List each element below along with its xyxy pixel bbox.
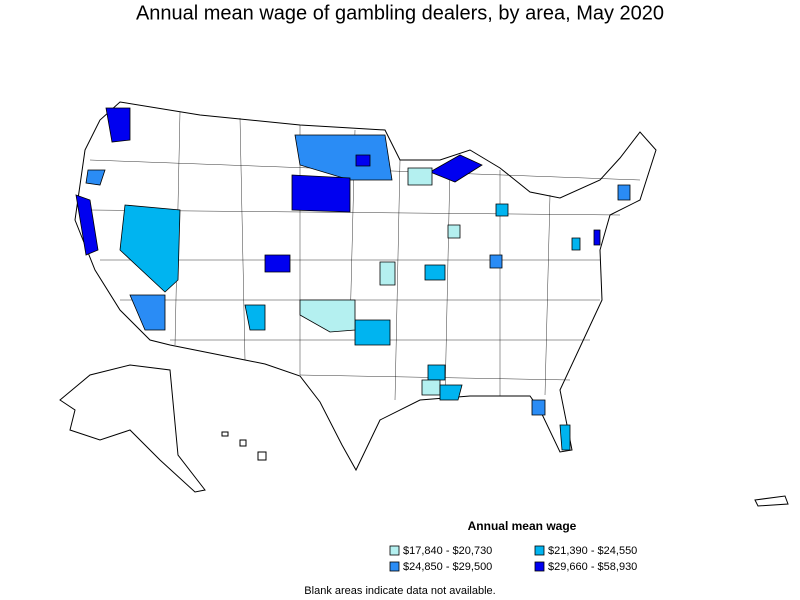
contiguous-us	[74, 101, 657, 472]
wage-area	[75, 194, 99, 256]
wage-area	[439, 384, 463, 401]
area-borders	[89, 111, 641, 401]
wage-area	[421, 379, 441, 396]
wage-area	[424, 264, 446, 281]
wage-area	[105, 107, 131, 143]
legend-swatch	[389, 545, 400, 556]
legend-swatch	[534, 545, 545, 556]
wage-area	[495, 203, 509, 217]
wage-area	[531, 399, 546, 416]
wage-area	[355, 154, 371, 167]
wage-area	[119, 204, 181, 293]
wage-area	[129, 294, 166, 331]
alaska	[59, 364, 206, 493]
wage-area	[291, 174, 351, 213]
map-title: Annual mean wage of gambling dealers, by…	[136, 2, 664, 24]
footnote: Blank areas indicate data not available.	[304, 585, 495, 597]
wage-area	[617, 184, 631, 201]
wage-area	[244, 304, 266, 331]
highlighted-areas	[75, 107, 631, 451]
legend-label: $29,660 - $58,930	[548, 561, 637, 573]
legend-title: Annual mean wage	[468, 519, 577, 533]
wage-area	[593, 229, 601, 246]
wage-area	[571, 237, 581, 251]
us-map	[59, 101, 789, 507]
wage-area	[354, 319, 391, 346]
legend: Annual mean wage $17,840 - $20,730 $21,39…	[389, 519, 637, 573]
legend-swatch	[534, 561, 545, 572]
wage-area	[559, 424, 571, 451]
legend-swatch	[389, 561, 400, 572]
wage-area	[294, 134, 393, 181]
wage-area	[489, 254, 503, 269]
legend-label: $17,840 - $20,730	[403, 545, 492, 557]
wage-area	[407, 167, 433, 186]
wage-area	[85, 169, 106, 186]
wage-area	[427, 364, 446, 381]
legend-label: $24,850 - $29,500	[403, 561, 492, 573]
wage-area	[264, 254, 291, 273]
wage-area	[429, 154, 483, 183]
wage-area	[299, 299, 356, 333]
puerto-rico	[754, 495, 789, 507]
hawaii	[221, 431, 267, 461]
legend-label: $21,390 - $24,550	[548, 545, 637, 557]
wage-area	[379, 261, 396, 286]
wage-area	[447, 224, 461, 239]
